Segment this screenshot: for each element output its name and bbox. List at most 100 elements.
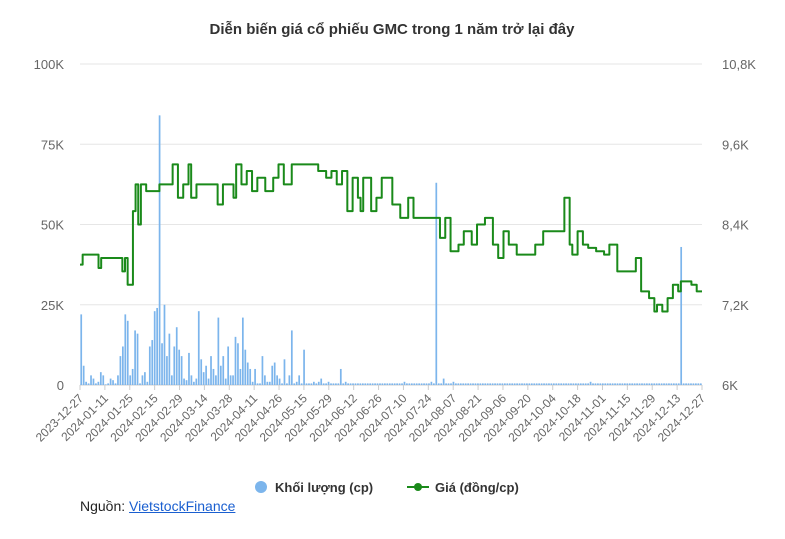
volume-bar[interactable] (636, 383, 638, 385)
volume-bar[interactable] (335, 383, 337, 385)
volume-bar[interactable] (384, 383, 386, 385)
volume-bar[interactable] (589, 381, 592, 385)
volume-bar[interactable] (325, 383, 327, 385)
legend[interactable]: Khối lượng (cp) Giá (đồng/cp) (255, 480, 519, 495)
volume-bar[interactable] (631, 383, 634, 385)
volume-bar[interactable] (129, 375, 132, 385)
volume-bar[interactable] (665, 383, 668, 385)
volume-bar[interactable] (310, 383, 313, 385)
volume-bar[interactable] (437, 383, 440, 385)
volume-bar[interactable] (428, 383, 430, 385)
volume-bar[interactable] (112, 380, 114, 385)
volume-bar[interactable] (379, 383, 381, 385)
volume-bar[interactable] (288, 375, 291, 385)
volume-bar[interactable] (491, 383, 494, 385)
volume-bar[interactable] (131, 368, 134, 385)
volume-bar[interactable] (202, 372, 205, 385)
volume-bar[interactable] (604, 383, 607, 385)
volume-bar[interactable] (246, 362, 249, 385)
volume-bar[interactable] (653, 383, 656, 385)
volume-bar[interactable] (469, 383, 472, 385)
volume-bar[interactable] (410, 383, 413, 385)
volume-bar[interactable] (168, 333, 171, 385)
volume-bar[interactable] (406, 383, 408, 385)
volume-bar[interactable] (349, 383, 352, 385)
volume-bar[interactable] (371, 383, 374, 385)
volume-bar[interactable] (212, 368, 215, 385)
volume-bar[interactable] (259, 383, 261, 385)
volume-bar[interactable] (614, 383, 616, 385)
volume-bar[interactable] (251, 381, 254, 385)
volume-bar[interactable] (271, 365, 274, 385)
volume-bar[interactable] (680, 246, 683, 385)
price-line[interactable] (80, 163, 702, 313)
volume-bar[interactable] (540, 383, 543, 385)
volume-bar[interactable] (268, 381, 271, 385)
volume-bar[interactable] (121, 346, 124, 385)
volume-bar[interactable] (117, 375, 119, 385)
volume-bar[interactable] (420, 383, 423, 385)
volume-bar[interactable] (222, 356, 225, 385)
volume-bar[interactable] (286, 383, 288, 385)
volume-bar[interactable] (151, 340, 154, 385)
volume-bar[interactable] (374, 383, 376, 385)
volume-bar[interactable] (239, 368, 242, 385)
volume-bar[interactable] (144, 372, 146, 385)
volume-bar[interactable] (457, 383, 460, 385)
legend-item-volume[interactable]: Khối lượng (cp) (255, 480, 373, 495)
volume-bar[interactable] (119, 356, 122, 385)
volume-bar[interactable] (633, 383, 636, 385)
source-link[interactable]: VietstockFinance (129, 498, 236, 514)
volume-bar[interactable] (526, 383, 528, 385)
volume-bar[interactable] (339, 368, 342, 385)
volume-bar[interactable] (528, 383, 531, 385)
volume-bar[interactable] (672, 383, 675, 385)
volume-bar[interactable] (521, 383, 523, 385)
volume-bar[interactable] (354, 383, 357, 385)
volume-bar[interactable] (575, 383, 577, 385)
volume-bar[interactable] (276, 375, 278, 385)
volume-series[interactable] (80, 115, 702, 386)
volume-bar[interactable] (342, 383, 345, 385)
volume-bar[interactable] (161, 343, 163, 385)
volume-bar[interactable] (467, 383, 469, 385)
volume-bar[interactable] (266, 381, 269, 385)
volume-bar[interactable] (114, 383, 117, 385)
volume-bar[interactable] (317, 381, 320, 385)
volume-bar[interactable] (219, 365, 222, 385)
volume-bar[interactable] (697, 383, 700, 385)
volume-bar[interactable] (254, 368, 256, 385)
volume-bar[interactable] (587, 383, 589, 385)
volume-bar[interactable] (562, 383, 565, 385)
volume-bar[interactable] (322, 383, 325, 385)
volume-bar[interactable] (290, 330, 293, 385)
volume-bar[interactable] (232, 375, 234, 385)
volume-bar[interactable] (200, 359, 203, 385)
volume-bar[interactable] (183, 378, 185, 385)
volume-bar[interactable] (188, 352, 190, 385)
volume-bar[interactable] (332, 383, 335, 385)
volume-bar[interactable] (616, 383, 619, 385)
volume-bar[interactable] (670, 383, 673, 385)
volume-bar[interactable] (641, 383, 643, 385)
volume-bar[interactable] (80, 314, 83, 385)
volume-bar[interactable] (393, 383, 396, 385)
volume-bar[interactable] (185, 380, 188, 385)
volume-bar[interactable] (479, 383, 482, 385)
volume-bar[interactable] (215, 375, 217, 385)
volume-bar[interactable] (432, 383, 435, 385)
volume-bar[interactable] (477, 383, 479, 385)
volume-bar[interactable] (663, 383, 665, 385)
volume-bar[interactable] (692, 383, 695, 385)
volume-bar[interactable] (158, 115, 161, 386)
volume-bar[interactable] (195, 378, 198, 385)
volume-bar[interactable] (565, 383, 567, 385)
volume-bar[interactable] (624, 383, 626, 385)
volume-bar[interactable] (464, 383, 467, 385)
volume-bar[interactable] (278, 378, 281, 385)
volume-bar[interactable] (337, 383, 340, 385)
volume-bar[interactable] (675, 383, 678, 385)
volume-bar[interactable] (450, 383, 452, 385)
volume-bar[interactable] (303, 349, 305, 385)
volume-bar[interactable] (545, 383, 548, 385)
